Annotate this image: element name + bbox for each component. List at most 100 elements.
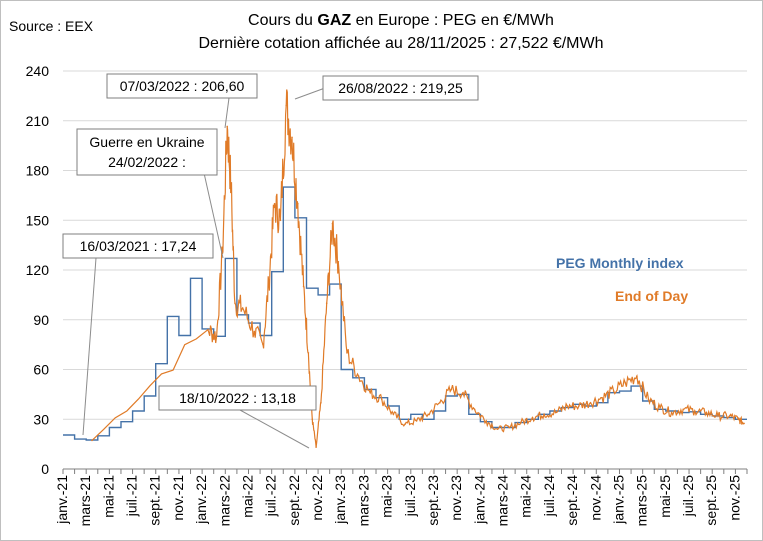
x-tick-label-23: nov.-24 [587,475,603,521]
y-tick-label-8: 240 [26,63,50,79]
callout-label-1: 26/08/2022 : 219,25 [338,80,463,96]
x-tick-label-7: mars-22 [216,475,232,527]
x-tick-label-22: sept.-24 [564,475,580,526]
source-label: Source : EEX [9,18,94,34]
y-tick-label-7: 210 [26,113,50,129]
series-1-point-0 [91,439,93,442]
y-axis: 0 30 60 90 120 150 180 210 240 [26,63,50,477]
title-suffix: en Europe : PEG en €/MWh [351,12,554,29]
callouts: 07/03/2022 : 206,60 26/08/2022 : 219,25 Gu… [62,73,479,449]
x-tick-label-13: mars-23 [355,475,371,527]
series-1-point-13 [285,104,288,107]
x-tick-label-27: juil.-25 [680,475,696,517]
x-tick-label-20: mai-24 [518,475,534,518]
y-tick-label-1: 30 [33,411,49,427]
callout-box-4 [158,385,317,411]
x-tick-label-9: juil.-22 [263,475,279,517]
x-tick-label-5: nov.-21 [170,475,186,521]
x-tick-label-18: janv.-24 [471,475,487,525]
series-1-point-39 [520,421,522,424]
series-1-point-51 [659,406,661,409]
callout-label-0: 07/03/2022 : 206,60 [120,78,245,94]
y-tick-label-6: 180 [26,163,50,179]
callout-leader-1 [294,87,326,100]
series-1-point-29 [404,423,406,426]
callout-label-3: 16/03/2021 : 17,24 [80,238,197,254]
series-1-point-41 [543,413,545,416]
series-1-point-30 [415,420,418,422]
series-1-point-1 [207,328,209,331]
x-tick-label-21: juil.-24 [541,475,557,517]
series-1-point-43 [566,405,569,407]
x-tick-label-15: juil.-23 [402,475,418,517]
legend-peg-monthly: PEG Monthly index [556,255,684,271]
x-tick-label-10: sept.-22 [286,475,302,526]
series-1-point-7 [241,307,244,309]
series-1-point-16 [302,285,305,288]
series-1-point-15 [297,202,299,205]
series-0-line [63,186,747,441]
callout-leader-3 [82,257,97,436]
series-1-point-9 [262,343,264,346]
callout-box-2 [76,128,218,176]
series-1-point-4 [226,125,228,128]
series-1-point-25 [357,375,360,377]
callout-box-0 [106,73,258,99]
series-1-point-40 [531,416,534,419]
series-1-point-27 [381,398,383,401]
series-1-point-31 [427,413,430,416]
callout-box-3 [62,233,214,259]
x-tick-label-24: janv.-25 [610,475,626,525]
x-tick-label-14: mai-23 [379,475,395,518]
series-1-point-28 [392,413,395,416]
y-tick-label-0: 0 [41,461,49,477]
series-1-point-20 [320,401,322,404]
series-1-point-17 [307,352,310,354]
x-tick-label-6: janv.-22 [193,475,209,525]
chart-title: Cours du GAZ en Europe : PEG en €/MWh [248,12,554,29]
series-1-point-52 [670,411,673,414]
x-tick-label-28: sept.-25 [703,475,719,526]
series-1-point-44 [578,405,580,407]
x-tick-label-17: nov.-23 [448,475,464,521]
series-1-point-5 [230,186,232,188]
series-1-point-45 [589,401,592,404]
series-1-point-50 [647,398,650,401]
series-1-point-56 [717,415,719,417]
x-tick-label-3: juil.-21 [124,475,140,517]
series-1-point-8 [253,330,256,333]
callout-leader-0 [224,97,230,129]
series-1-point-23 [337,260,340,263]
x-tick-label-11: nov.-22 [309,475,325,521]
series-1-point-36 [485,420,488,422]
y-tick-label-4: 120 [26,262,50,278]
series-1-point-35 [473,408,476,411]
x-tick-label-12: janv.-23 [332,475,348,525]
callout-label-2-line1: Guerre en Ukraine [89,134,204,150]
series-1-point-32 [439,401,441,404]
x-tick-label-2: mai-21 [100,475,116,518]
x-tick-label-19: mars-24 [495,475,511,527]
x-tick-label-4: sept.-21 [147,475,163,526]
series-layer [63,89,747,448]
series-1-point-2 [215,335,218,338]
callout-label-4: 18/10/2022 : 13,18 [179,390,296,406]
series-1-point-49 [636,375,638,377]
x-tick-label-16: sept.-23 [425,475,441,526]
series-1-point-54 [694,410,696,412]
series-1-point-11 [273,202,276,205]
series-1-point-12 [279,219,282,222]
legend-end-of-day: End of Day [615,288,688,304]
series-1-point-53 [682,408,684,411]
series-1-point-22 [331,222,334,225]
x-tick-label-1: mars-21 [77,475,93,527]
series-1-point-55 [705,411,708,414]
series-1-point-42 [554,411,557,414]
series-1-point-19 [315,446,317,448]
callout-label-2-line2: 24/02/2022 : [108,154,186,170]
x-tick-label-0: janv.-21 [54,475,70,525]
x-tick-label-8: mai-22 [239,475,255,518]
y-tick-label-2: 60 [33,362,49,378]
